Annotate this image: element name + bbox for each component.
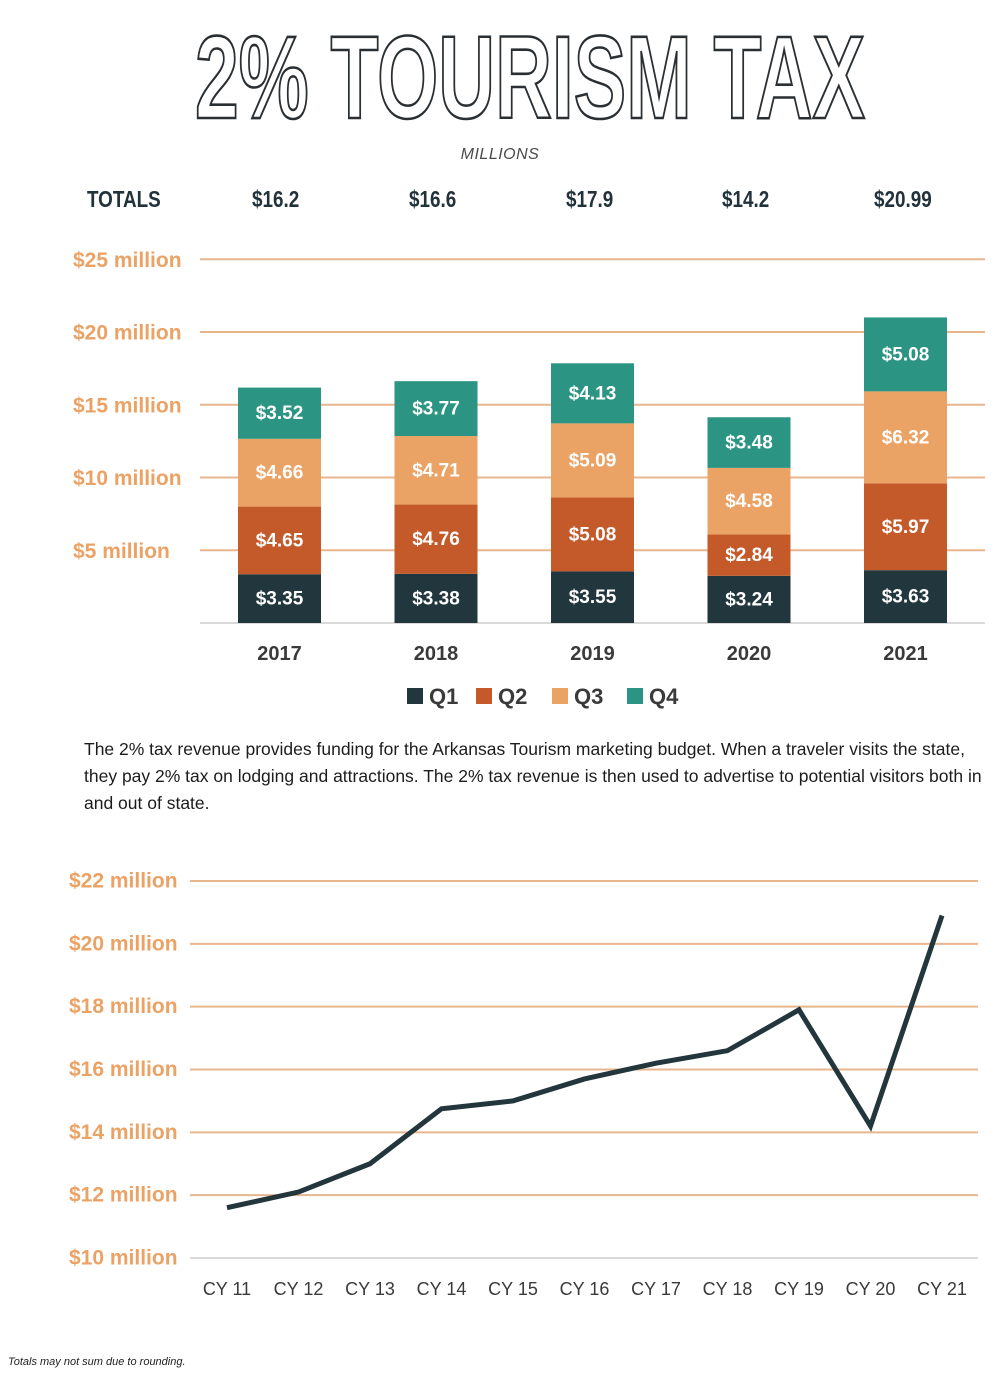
x-tick-label: CY 12 xyxy=(274,1279,324,1299)
data-label: $3.77 xyxy=(412,399,460,420)
line-chart: $10 million $12 million $14 million $16 mil… xyxy=(69,870,978,1299)
data-label: $3.63 xyxy=(882,587,930,608)
legend-swatch-q2 xyxy=(476,688,492,704)
total-value-2021: $20.99 xyxy=(874,186,932,212)
page-title-text: 2% TOURISM TAX xyxy=(195,22,865,132)
data-label: $4.65 xyxy=(256,530,304,551)
legend-label: Q2 xyxy=(498,684,527,709)
y-tick-label: $20 million xyxy=(69,932,178,955)
bar-segment-q4 xyxy=(238,387,321,439)
stacked-bar-chart: $5 million $10 million $15 million $20 mill… xyxy=(73,249,985,709)
bar-segment-q2 xyxy=(864,483,947,571)
data-label: $4.13 xyxy=(569,383,617,404)
data-label: $3.52 xyxy=(256,403,304,424)
y-tick-label: $14 million xyxy=(69,1121,178,1144)
bar-segment-q2 xyxy=(551,497,634,572)
data-label: $5.09 xyxy=(569,450,617,471)
x-tick-label: CY 19 xyxy=(774,1279,824,1299)
bar-segment-q4 xyxy=(551,363,634,424)
subtitle-units: MILLIONS xyxy=(460,146,540,163)
legend-label: Q1 xyxy=(429,684,458,709)
total-value-2017: $16.2 xyxy=(252,186,300,212)
x-tick-label: 2019 xyxy=(570,643,615,665)
bar-segment-q3 xyxy=(394,436,478,505)
data-label: $4.66 xyxy=(256,463,304,484)
page-title: 2% TOURISM TAX xyxy=(194,22,867,132)
x-tick-label: CY 11 xyxy=(203,1279,251,1299)
y-tick-label: $12 million xyxy=(69,1184,178,1207)
y-tick-label: $15 million xyxy=(73,394,182,417)
totals-label: TOTALS xyxy=(87,186,161,212)
x-tick-label: 2021 xyxy=(883,643,928,665)
bar-segment-q1 xyxy=(707,575,791,623)
data-label: $3.38 xyxy=(412,588,460,609)
bar-segment-q1 xyxy=(864,570,947,623)
x-tick-label: 2018 xyxy=(414,643,459,665)
bar-segment-q1 xyxy=(238,574,321,623)
total-value-2019: $17.9 xyxy=(566,186,614,212)
bar-segment-q3 xyxy=(238,438,321,507)
data-label: $6.32 xyxy=(882,427,930,448)
bar-segment-q3 xyxy=(707,467,791,535)
bar-segment-q4 xyxy=(394,381,478,437)
x-tick-label: CY 14 xyxy=(417,1279,467,1299)
bar-segment-q2 xyxy=(394,504,478,574)
data-label: $4.58 xyxy=(725,491,773,512)
data-label: $3.55 xyxy=(569,587,617,608)
y-tick-label: $10 million xyxy=(73,467,182,490)
legend-label: Q4 xyxy=(649,684,679,709)
x-tick-label: CY 13 xyxy=(345,1279,395,1299)
bar-segment-q2 xyxy=(707,534,791,576)
data-label: $5.08 xyxy=(569,524,617,545)
bar-segment-q3 xyxy=(551,423,634,498)
y-tick-label: $20 million xyxy=(73,322,182,345)
x-tick-label: 2020 xyxy=(727,643,772,665)
total-value-2020: $14.2 xyxy=(722,186,770,212)
y-tick-label: $10 million xyxy=(69,1247,178,1270)
description-paragraph: The 2% tax revenue provides funding for … xyxy=(84,739,982,813)
footnote: Totals may not sum due to rounding. xyxy=(8,1356,186,1368)
data-label: $4.71 xyxy=(412,460,460,481)
data-label: $3.35 xyxy=(256,589,304,610)
legend-swatch-q3 xyxy=(552,688,568,704)
y-tick-label: $16 million xyxy=(69,1058,178,1081)
x-tick-label: CY 15 xyxy=(488,1279,538,1299)
data-label: $5.08 xyxy=(882,344,930,365)
data-label: $4.76 xyxy=(412,529,460,550)
data-label: $3.24 xyxy=(725,589,773,610)
legend-label: Q3 xyxy=(574,684,603,709)
y-tick-label: $18 million xyxy=(69,995,178,1018)
bar-segment-q3 xyxy=(864,391,947,484)
data-label: $3.48 xyxy=(725,433,773,454)
bar-segment-q4 xyxy=(707,417,791,468)
y-tick-label: $25 million xyxy=(73,249,182,272)
x-tick-label: CY 18 xyxy=(703,1279,753,1299)
x-tick-label: CY 16 xyxy=(560,1279,610,1299)
x-tick-label: CY 21 xyxy=(917,1279,967,1299)
x-tick-label: CY 17 xyxy=(631,1279,681,1299)
bar-segment-q2 xyxy=(238,506,321,575)
y-tick-label: $22 million xyxy=(69,870,178,893)
x-tick-label: 2017 xyxy=(257,643,302,665)
total-value-2018: $16.6 xyxy=(409,186,457,212)
y-tick-label: $5 million xyxy=(73,540,170,563)
data-label: $2.84 xyxy=(725,545,773,566)
bar-segment-q1 xyxy=(394,573,478,623)
x-tick-label: CY 20 xyxy=(846,1279,896,1299)
legend-swatch-q4 xyxy=(627,688,643,704)
data-label: $5.97 xyxy=(882,517,930,538)
legend-swatch-q1 xyxy=(407,688,423,704)
series-line xyxy=(226,914,945,1211)
bar-segment-q1 xyxy=(551,571,634,623)
bar-segment-q4 xyxy=(864,317,947,392)
